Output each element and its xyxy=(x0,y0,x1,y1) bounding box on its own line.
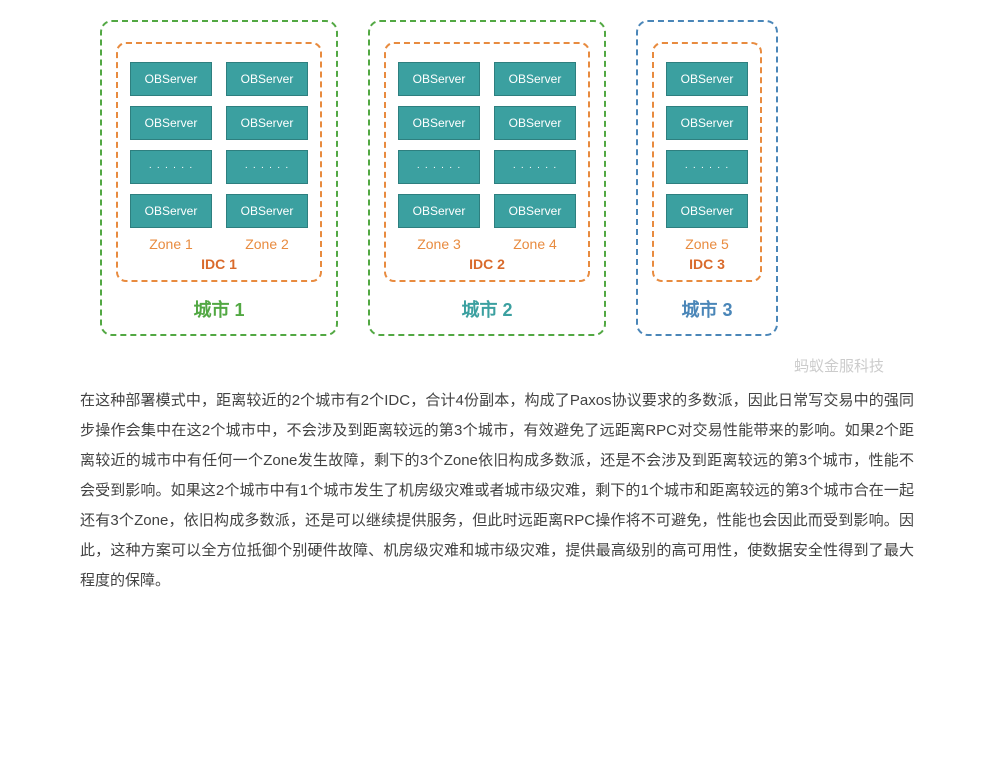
server-ellipsis: · · · · · · xyxy=(130,150,212,184)
server-node: OBServer xyxy=(398,106,480,140)
zone-labels: Zone 3 Zone 4 xyxy=(398,236,576,252)
server-node: OBServer xyxy=(130,62,212,96)
zone-label: Zone 3 xyxy=(398,236,480,252)
server-node: OBServer xyxy=(666,106,748,140)
server-ellipsis: · · · · · · xyxy=(494,150,576,184)
zone-labels: Zone 1 Zone 2 xyxy=(130,236,308,252)
server-ellipsis: · · · · · · xyxy=(398,150,480,184)
server-node: OBServer xyxy=(494,194,576,228)
server-node: OBServer xyxy=(494,62,576,96)
server-node: OBServer xyxy=(494,106,576,140)
server-node: OBServer xyxy=(226,62,308,96)
zone-labels: Zone 5 xyxy=(666,236,748,252)
zone-label: Zone 4 xyxy=(494,236,576,252)
idc-label: IDC 1 xyxy=(201,256,237,272)
server-node: OBServer xyxy=(130,194,212,228)
server-ellipsis: · · · · · · xyxy=(666,150,748,184)
architecture-diagram: OBServerOBServer· · · · · ·OBServerOBSer… xyxy=(0,20,994,356)
zone-column: OBServer OBServer · · · · · · OBServer xyxy=(130,62,212,228)
server-ellipsis: · · · · · · xyxy=(226,150,308,184)
zone-label: Zone 2 xyxy=(226,236,308,252)
zone-label: Zone 5 xyxy=(666,236,748,252)
idc-container: OBServer OBServer · · · · · · OBServer Zone … xyxy=(652,42,762,282)
idc-container: OBServerOBServer· · · · · ·OBServerOBSer… xyxy=(384,42,590,282)
server-node: OBServer xyxy=(398,194,480,228)
idc-label: IDC 3 xyxy=(689,256,725,272)
zone-label: Zone 1 xyxy=(130,236,212,252)
description-paragraph: 在这种部署模式中，距离较近的2个城市有2个IDC，合计4份副本，构成了Paxos… xyxy=(0,356,994,596)
city-container: OBServer OBServer · · · · · · OBServer Zone … xyxy=(636,20,778,336)
zones-row: OBServer OBServer · · · · · · OBServer xyxy=(666,62,748,228)
idc-container: OBServerOBServer· · · · · ·OBServerOBSer… xyxy=(116,42,322,282)
zone-column: OBServer OBServer · · · · · · OBServer xyxy=(226,62,308,228)
city-container: OBServerOBServer· · · · · ·OBServerOBSer… xyxy=(368,20,606,336)
zones-row: OBServerOBServer· · · · · ·OBServerOBSer… xyxy=(130,62,308,228)
city-label: 城市 1 xyxy=(193,296,244,322)
city-label: 城市 2 xyxy=(461,296,512,322)
zone-column: OBServer OBServer · · · · · · OBServer xyxy=(666,62,748,228)
zone-column: OBServer OBServer · · · · · · OBServer xyxy=(398,62,480,228)
server-node: OBServer xyxy=(226,194,308,228)
zones-row: OBServerOBServer· · · · · ·OBServerOBSer… xyxy=(398,62,576,228)
idc-label: IDC 2 xyxy=(469,256,505,272)
city-container: OBServerOBServer· · · · · ·OBServerOBSer… xyxy=(100,20,338,336)
city-label: 城市 3 xyxy=(681,296,732,322)
zone-column: OBServer OBServer · · · · · · OBServer xyxy=(494,62,576,228)
server-node: OBServer xyxy=(130,106,212,140)
server-node: OBServer xyxy=(226,106,308,140)
server-node: OBServer xyxy=(398,62,480,96)
server-node: OBServer xyxy=(666,62,748,96)
server-node: OBServer xyxy=(666,194,748,228)
